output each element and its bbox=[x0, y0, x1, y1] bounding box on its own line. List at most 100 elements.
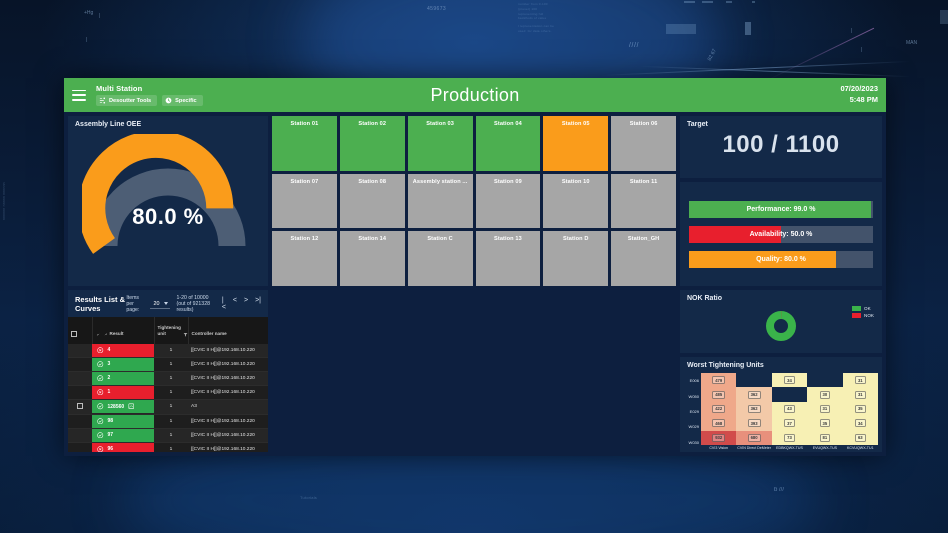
row-select-cell[interactable] bbox=[68, 343, 92, 358]
heatmap-cell[interactable]: 37 bbox=[771, 416, 808, 431]
prev-page-button[interactable]: < bbox=[232, 297, 237, 304]
station-tile[interactable]: Station 14 bbox=[339, 231, 405, 286]
station-tile[interactable]: Station 09 bbox=[475, 173, 541, 229]
heatmap-cell[interactable]: 485 bbox=[701, 387, 737, 402]
heatmap-cell[interactable]: 362 bbox=[736, 387, 772, 402]
heatmap-cell[interactable]: 31 bbox=[807, 401, 843, 417]
station-tile[interactable]: Station 11 bbox=[611, 173, 676, 229]
heatmap-cell[interactable]: 35 bbox=[842, 401, 878, 417]
link-icon bbox=[104, 333, 107, 336]
heatmap-title: Worst Tightening Units bbox=[687, 362, 764, 369]
station-tile[interactable]: Station 12 bbox=[272, 231, 337, 286]
station-tile[interactable]: Station 13 bbox=[475, 231, 541, 286]
heatmap-cell-value: 37 bbox=[784, 419, 795, 428]
select-all-checkbox[interactable] bbox=[71, 331, 77, 337]
table-row[interactable]: 11[[CVIC II H]]@192.168.10.22016C1770406… bbox=[68, 385, 268, 400]
hamburger-icon[interactable] bbox=[72, 89, 86, 101]
cell-tightening-unit: 1 bbox=[154, 399, 188, 415]
station-label: Station 02 bbox=[358, 121, 387, 127]
station-tile[interactable]: Station 10 bbox=[543, 173, 609, 229]
row-select-cell[interactable] bbox=[68, 371, 92, 386]
station-tile[interactable]: Assembly station ... bbox=[407, 173, 473, 229]
heatmap-y-label: E029 bbox=[689, 409, 699, 415]
chip-specific[interactable]: Specific bbox=[162, 95, 203, 106]
error-circle-icon bbox=[97, 389, 104, 396]
row-select-cell[interactable] bbox=[68, 442, 92, 452]
table-row[interactable]: 41[[CVIC II H]]@192.168.10.22016C1770407… bbox=[68, 343, 268, 358]
th-select-all[interactable] bbox=[68, 317, 93, 344]
chip-desoutter-tools[interactable]: Desoutter Tools bbox=[96, 95, 158, 106]
curve-icon[interactable] bbox=[128, 403, 135, 410]
results-grid[interactable]: Result Tightening unit Controller name bbox=[68, 317, 268, 452]
filter-icon[interactable] bbox=[183, 332, 188, 337]
heatmap-cell[interactable]: 81 bbox=[807, 430, 843, 445]
clock: 07/20/2023 5:48 PM bbox=[840, 84, 878, 106]
station-tile[interactable]: Station 06 bbox=[611, 116, 676, 171]
heatmap-cell[interactable]: 31 bbox=[842, 387, 878, 402]
station-tile[interactable]: Station 01 bbox=[272, 116, 337, 171]
heatmap-x-label: EDBKQWX-TUS bbox=[776, 446, 803, 450]
header-row: Result Tightening unit Controller name bbox=[68, 317, 268, 344]
stations-grid: Station 01 Station 02 Station 03 Station 04… bbox=[272, 116, 676, 286]
heatmap-cell[interactable]: 30 bbox=[807, 387, 843, 402]
heatmap-cell[interactable]: 932 bbox=[701, 430, 737, 445]
result-status-cell: 2 bbox=[92, 371, 154, 386]
heatmap-cell[interactable]: 35 bbox=[807, 416, 843, 431]
kpi-bar: Availability: 50.0 % bbox=[689, 225, 873, 243]
heatmap-cell[interactable] bbox=[807, 373, 842, 387]
heatmap-cell-value: 485 bbox=[712, 390, 726, 399]
station-tile[interactable]: Station 04 bbox=[475, 116, 541, 171]
heatmap-cell[interactable]: 422 bbox=[701, 401, 737, 417]
first-page-button[interactable]: |< bbox=[221, 297, 226, 311]
station-tile[interactable]: Station 02 bbox=[339, 116, 405, 171]
row-select-cell[interactable] bbox=[68, 428, 92, 443]
items-per-page-select[interactable]: 20 bbox=[149, 300, 170, 309]
heatmap-x-label: EVUQWX-TUS bbox=[812, 446, 838, 450]
table-row[interactable]: 981[[CVIC II H]]@192.168.10.22016C177040… bbox=[68, 414, 268, 429]
row-select-cell[interactable] bbox=[68, 399, 92, 415]
row-select-cell[interactable] bbox=[68, 414, 92, 429]
heatmap-cell[interactable]: 73 bbox=[771, 430, 808, 445]
station-tile[interactable]: Station 03 bbox=[407, 116, 473, 171]
heatmap-cell[interactable]: 479 bbox=[701, 373, 737, 388]
station-tile[interactable]: Station D bbox=[543, 231, 609, 286]
table-row[interactable]: 971[[CVIC II H]]@192.168.10.22016C177040… bbox=[68, 428, 268, 443]
table-row[interactable]: 961[[CVIC II H]]@192.168.10.22016C177040… bbox=[68, 442, 268, 452]
heatmap-cell[interactable]: 63 bbox=[842, 430, 878, 445]
heatmap-cell[interactable]: 362 bbox=[736, 401, 772, 417]
bg-paragraph-1: number from 0-100 (preset) 100 represent… bbox=[518, 2, 548, 21]
station-tile[interactable]: Station_GH bbox=[611, 231, 676, 286]
result-id: 4 bbox=[107, 347, 111, 354]
kpi-label: Availability: 50.0 % bbox=[749, 230, 813, 238]
heatmap-body: E006 W050 E029 W029 W030 479 34 31 485 362 30 31 42… bbox=[680, 371, 882, 452]
heatmap-cell[interactable] bbox=[736, 373, 771, 387]
station-tile[interactable]: Station 08 bbox=[339, 173, 405, 229]
heatmap-cell[interactable]: 393 bbox=[736, 416, 772, 431]
station-tile[interactable]: Station C bbox=[407, 231, 473, 286]
station-tile[interactable]: Station 05 bbox=[543, 116, 609, 171]
table-row[interactable]: 1285601A32714160000817G186063202906/22/2… bbox=[68, 399, 268, 415]
row-select-cell[interactable] bbox=[68, 357, 92, 372]
station-label: Station 01 bbox=[290, 121, 319, 127]
heatmap-cell[interactable] bbox=[772, 387, 807, 401]
row-checkbox[interactable] bbox=[77, 402, 83, 409]
clock-date: 07/20/2023 bbox=[840, 84, 878, 94]
table-row[interactable]: 31[[CVIC II H]]@192.168.10.22016C1770406… bbox=[68, 357, 268, 372]
table-row[interactable]: 21[[CVIC II H]]@192.168.10.22016C1770406… bbox=[68, 371, 268, 386]
next-page-button[interactable]: > bbox=[244, 297, 249, 304]
row-select-cell[interactable] bbox=[68, 385, 92, 400]
heatmap-cell[interactable]: 34 bbox=[771, 373, 808, 388]
heatmap-cell[interactable]: 680 bbox=[736, 430, 772, 445]
bg-block bbox=[745, 22, 751, 35]
heatmap-cell[interactable]: 31 bbox=[842, 373, 878, 388]
result-status-cell: 1 bbox=[92, 385, 154, 400]
heatmap-cell[interactable]: 43 bbox=[771, 401, 808, 417]
heatmap-cell[interactable]: 468 bbox=[701, 416, 737, 431]
result-status-cell: 3 bbox=[92, 357, 154, 372]
cell-tightening-unit: 1 bbox=[154, 357, 188, 372]
bg-line bbox=[640, 65, 910, 78]
last-page-button[interactable]: >| bbox=[255, 297, 261, 304]
result-id: 1 bbox=[107, 389, 111, 396]
station-tile[interactable]: Station 07 bbox=[272, 173, 337, 229]
heatmap-cell[interactable]: 34 bbox=[842, 416, 878, 431]
